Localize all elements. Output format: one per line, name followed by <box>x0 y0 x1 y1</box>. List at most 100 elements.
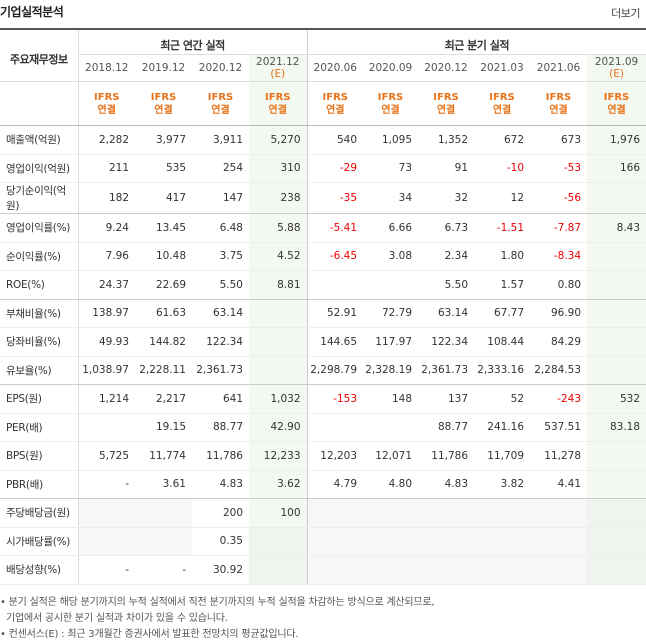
value-cell <box>530 527 588 556</box>
value-cell: 4.83 <box>192 470 249 499</box>
value-cell: 3,911 <box>192 125 249 155</box>
table-row: 유보율(%) 1,038.97 2,228.11 2,361.73 2,298.79 2,… <box>0 356 646 385</box>
period-label: 2021.09 <box>594 56 639 68</box>
value-cell: 2,284.53 <box>530 356 588 385</box>
value-cell <box>587 327 646 357</box>
value-cell <box>587 270 646 300</box>
value-cell: 2,228.11 <box>135 356 192 385</box>
period-header: 2020.06 <box>307 54 364 82</box>
ifrs-consolidated-label: 연결 <box>154 104 173 116</box>
period-label: 2020.06 <box>313 62 357 74</box>
value-cell: -153 <box>307 384 364 414</box>
row-label: 유보율(%) <box>0 356 79 385</box>
value-cell <box>78 527 135 556</box>
value-cell: 137 <box>418 384 475 414</box>
value-cell: 11,709 <box>474 441 531 471</box>
value-cell <box>307 498 364 528</box>
value-cell: 537.51 <box>530 413 588 442</box>
value-cell <box>363 413 419 442</box>
value-cell: 117.97 <box>363 327 419 357</box>
table-row: 시가배당률(%) 0.35 <box>0 527 646 556</box>
value-cell <box>249 555 308 585</box>
value-cell: 1,032 <box>249 384 308 414</box>
section-header: 기업실적분석 더보기 <box>0 0 646 30</box>
value-cell: 310 <box>249 154 308 183</box>
value-cell: -56 <box>530 182 588 214</box>
ifrs-label: IFRS <box>377 91 404 103</box>
ifrs-badge: IFRS 연결 <box>587 81 646 126</box>
row-label: 영업이익률(%) <box>0 213 79 243</box>
value-cell: 1.80 <box>474 242 531 271</box>
value-cell: 138.97 <box>78 299 135 328</box>
table-row: 순이익률(%) 7.96 10.48 3.75 4.52 -6.45 3.08 2.34 1.8… <box>0 242 646 271</box>
period-header-row: 2018.12 2019.12 2020.12 2021.12 (E) 2020.06 2… <box>0 54 646 82</box>
period-header: 2021.06 <box>530 54 588 82</box>
value-cell: -10 <box>474 154 531 183</box>
ifrs-label: IFRS <box>322 91 348 103</box>
value-cell <box>249 356 308 385</box>
value-cell: 4.41 <box>530 470 588 499</box>
value-cell: 6.73 <box>418 213 475 243</box>
value-cell: 166 <box>587 154 646 183</box>
value-cell: 2,282 <box>78 125 135 155</box>
value-cell: 9.24 <box>78 213 135 243</box>
value-cell <box>135 527 192 556</box>
value-cell: 2.34 <box>418 242 475 271</box>
value-cell <box>418 498 475 528</box>
footnote-line: • 컨센서스(E) : 최근 3개월간 증권사에서 발표한 전망치의 평균값입니… <box>0 628 299 640</box>
row-label: ROE(%) <box>0 270 79 300</box>
value-cell <box>587 527 646 556</box>
row-label: 순이익률(%) <box>0 242 79 271</box>
table-row: 배당성향(%) - -30.92 <box>0 555 646 585</box>
value-cell <box>474 498 531 528</box>
value-cell: 96.90 <box>530 299 588 328</box>
value-cell: - <box>135 555 192 585</box>
value-cell: 52 <box>474 384 531 414</box>
table-row: 주당배당금(원) 200 100 <box>0 498 646 528</box>
footnote-line: 기업에서 공시한 분기 실적과 차이가 있을 수 있습니다. <box>0 612 228 624</box>
value-cell: 3.82 <box>474 470 531 499</box>
value-cell <box>474 527 531 556</box>
ifrs-consolidated-label: 연결 <box>268 104 287 116</box>
period-header: 2020.12 <box>192 54 249 82</box>
ifrs-header-row: IFRS 연결 IFRS 연결 IFRS 연결 IFRS 연결 IFRS 연결 IFRS 연결 IFRS… <box>0 81 646 126</box>
table-row: 영업이익률(%) 9.24 13.45 6.48 5.88 -5.41 6.66 6.73 -1… <box>0 213 646 243</box>
row-label: 영업이익(억원) <box>0 154 79 183</box>
value-cell: 11,786 <box>418 441 475 471</box>
value-cell <box>587 470 646 499</box>
table-row: 영업이익(억원) 211 535 254 310 -29 73 91 -10 -53 166 <box>0 154 646 183</box>
table-row: 당기순이익(억원) 182 417 147 238 -35 34 32 12 -56 <box>0 182 646 214</box>
period-header: 2018.12 <box>78 54 135 82</box>
value-cell: -7.87 <box>530 213 588 243</box>
period-label: 2020.12 <box>198 62 243 74</box>
value-cell: 5.88 <box>249 213 308 243</box>
value-cell <box>363 555 419 585</box>
period-header: 2021.09 (E) <box>587 54 646 82</box>
value-cell <box>418 527 475 556</box>
value-cell <box>587 441 646 471</box>
ifrs-label: IFRS <box>545 91 572 103</box>
value-cell: 8.81 <box>249 270 308 300</box>
value-cell: 91 <box>418 154 475 183</box>
value-cell <box>307 555 364 585</box>
label-column-header: 주요재무정보 <box>0 30 79 82</box>
ifrs-badge: IFRS 연결 <box>249 81 308 126</box>
value-cell <box>587 555 646 585</box>
value-cell: -5.41 <box>307 213 364 243</box>
value-cell: 73 <box>363 154 419 183</box>
ifrs-badge: IFRS 연결 <box>530 81 588 126</box>
ifrs-label: IFRS <box>265 91 291 103</box>
table-row: 매출액(억원) 2,282 3,977 3,911 5,270 540 1,095 1,352… <box>0 125 646 155</box>
more-link[interactable]: 더보기 <box>611 7 640 20</box>
footnotes: • 분기 실적은 해당 분기까지의 누적 실적에서 직전 분기까지의 누적 실적… <box>0 595 646 643</box>
value-cell: 5,270 <box>249 125 308 155</box>
value-cell <box>249 299 308 328</box>
period-header: 2020.12 <box>418 54 475 82</box>
value-cell: 4.83 <box>418 470 475 499</box>
value-cell: 19.15 <box>135 413 192 442</box>
value-cell: 1,214 <box>78 384 135 414</box>
value-cell: 49.93 <box>78 327 135 357</box>
value-cell: 42.90 <box>249 413 308 442</box>
value-cell: 32 <box>418 182 475 214</box>
row-label: 당기순이익(억원) <box>0 182 79 214</box>
